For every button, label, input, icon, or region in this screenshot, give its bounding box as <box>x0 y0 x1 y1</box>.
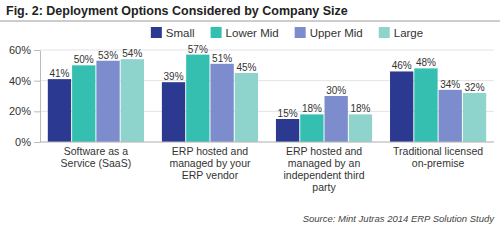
legend-swatch <box>379 27 390 38</box>
x-tick-label: Traditional licensedon-premise <box>393 145 483 169</box>
chart-container: Fig. 2: Deployment Options Considered by… <box>0 0 500 227</box>
bar <box>439 90 462 142</box>
y-tick: 40% <box>9 75 40 87</box>
x-tick-label-line: ERP hosted and <box>172 145 248 157</box>
bar <box>96 61 119 142</box>
bar <box>390 71 413 142</box>
data-label: 45% <box>236 62 256 73</box>
data-label: 30% <box>326 85 346 96</box>
data-label: 34% <box>440 79 460 90</box>
bar <box>300 114 323 142</box>
x-tick-label-line: independent third <box>283 169 364 181</box>
bar <box>48 79 71 142</box>
grid <box>40 50 494 142</box>
legend-label: Lower Mid <box>226 27 279 39</box>
bar <box>162 82 185 142</box>
bar <box>186 55 209 142</box>
legend-item: Small <box>151 27 195 39</box>
x-tick-label-line: ERP vendor <box>182 169 239 181</box>
bar <box>121 59 144 142</box>
y-tick-label: 60% <box>9 44 31 56</box>
legend-label: Upper Mid <box>310 27 363 39</box>
data-label: 41% <box>49 68 69 79</box>
bars <box>48 55 486 142</box>
bar <box>414 68 437 142</box>
legend-label: Small <box>166 27 195 39</box>
data-label: 32% <box>465 82 485 93</box>
legend-item: Lower Mid <box>211 27 279 39</box>
y-tick-label: 0% <box>15 136 31 148</box>
x-tick-label-line: Software as a <box>64 145 128 157</box>
x-tick-label-line: ERP hosted and <box>286 145 362 157</box>
bar <box>210 64 233 142</box>
x-tick-label-line: on-premise <box>412 157 465 169</box>
x-tick-label: Software as aService (SaaS) <box>61 145 132 169</box>
data-labels: 41% 39% 15% 46% 50% 57% 18% 48% 53% 51% 30% 34% 54% 4… <box>49 44 484 119</box>
y-tick: 60% <box>9 44 40 56</box>
bar <box>276 119 299 142</box>
source: Source: Mint Jutras 2014 ERP Solution St… <box>303 213 496 224</box>
data-label: 50% <box>74 54 94 65</box>
x-tick-label-line: managed by your <box>169 157 251 169</box>
x-tick-label-line: managed by an <box>288 157 361 169</box>
x-tick-label-line: party <box>312 181 336 193</box>
x-tick-label: ERP hosted andmanaged by anindependent t… <box>283 145 364 193</box>
data-label: 39% <box>164 71 184 82</box>
legend-item: Large <box>379 27 423 39</box>
data-label: 18% <box>350 103 370 114</box>
y-tick-label: 20% <box>9 105 31 117</box>
data-label: 53% <box>98 50 118 61</box>
bar <box>72 65 95 142</box>
data-label: 51% <box>212 53 232 64</box>
legend: Small Lower Mid Upper Mid Large <box>151 27 423 39</box>
bar <box>325 96 348 142</box>
data-label: 54% <box>122 48 142 59</box>
legend-swatch <box>295 27 306 38</box>
bar <box>349 114 372 142</box>
x-tick-label-line: Traditional licensed <box>393 145 483 157</box>
legend-swatch <box>151 27 162 38</box>
grid-line <box>40 142 494 143</box>
legend-item: Upper Mid <box>295 27 363 39</box>
legend-label: Large <box>394 27 423 39</box>
data-label: 57% <box>188 44 208 55</box>
y-axis-line <box>40 51 41 143</box>
data-label: 46% <box>392 60 412 71</box>
chart-svg: Fig. 2: Deployment Options Considered by… <box>0 0 500 227</box>
x-tick-label-line: Service (SaaS) <box>61 157 132 169</box>
y-tick-mark <box>34 142 40 143</box>
bar <box>463 93 486 142</box>
y-axis: 0% 20% 40% 60% <box>9 44 41 148</box>
legend-swatch <box>211 27 222 38</box>
y-tick-label: 40% <box>9 75 31 87</box>
y-tick: 20% <box>9 105 40 117</box>
x-tick-label: ERP hosted andmanaged by yourERP vendor <box>169 145 251 181</box>
title: Fig. 2: Deployment Options Considered by… <box>6 4 348 18</box>
data-label: 48% <box>416 57 436 68</box>
bar <box>235 73 258 142</box>
y-tick-mark <box>34 111 40 112</box>
title-rule <box>0 21 500 22</box>
y-tick-mark <box>34 50 40 51</box>
data-label: 15% <box>278 108 298 119</box>
y-tick-mark <box>34 81 40 82</box>
x-axis-labels: Software as aService (SaaS) ERP hosted an… <box>61 145 484 193</box>
y-tick: 0% <box>15 136 40 148</box>
data-label: 18% <box>302 103 322 114</box>
baseline <box>40 142 494 143</box>
